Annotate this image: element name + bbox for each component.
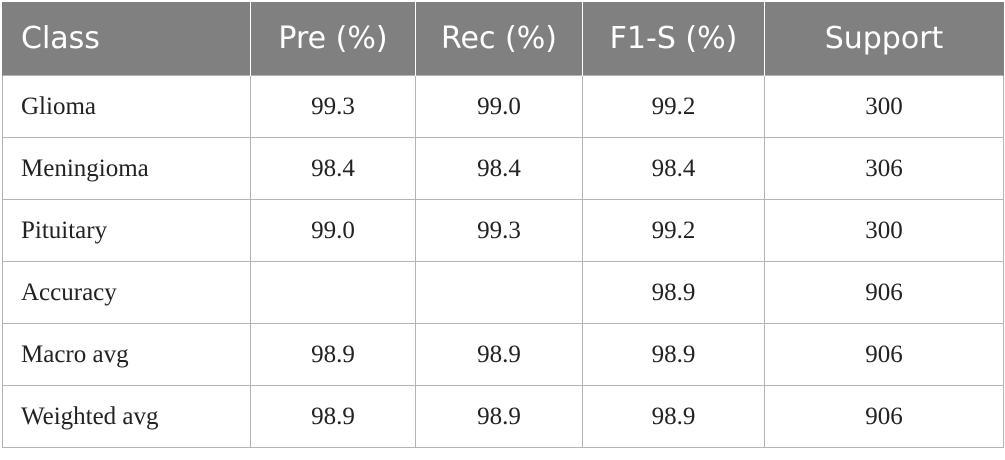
table-row: Accuracy 98.9 906 xyxy=(2,261,1004,324)
header-support: Support xyxy=(764,2,1004,76)
table-body: Glioma 99.3 99.0 99.2 300 Meningioma 98.… xyxy=(2,75,1004,448)
cell-class: Weighted avg xyxy=(2,385,251,448)
cell-recall: 99.0 xyxy=(415,75,583,138)
cell-f1-score: 99.2 xyxy=(582,199,765,262)
cell-support: 306 xyxy=(764,137,1004,200)
cell-recall: 99.3 xyxy=(415,199,583,262)
cell-precision: 98.9 xyxy=(250,385,416,448)
header-row: Class Pre (%) Rec (%) F1-S (%) Support xyxy=(2,2,1004,76)
cell-precision: 98.4 xyxy=(250,137,416,200)
header-class: Class xyxy=(2,2,251,76)
results-table-container: Class Pre (%) Rec (%) F1-S (%) Support G… xyxy=(2,2,1004,448)
cell-support: 906 xyxy=(764,261,1004,324)
cell-f1-score: 99.2 xyxy=(582,75,765,138)
cell-support: 300 xyxy=(764,75,1004,138)
table-row: Macro avg 98.9 98.9 98.9 906 xyxy=(2,323,1004,386)
cell-f1-score: 98.9 xyxy=(582,323,765,386)
cell-recall xyxy=(415,261,583,324)
header-precision: Pre (%) xyxy=(250,2,416,76)
cell-class: Macro avg xyxy=(2,323,251,386)
cell-support: 906 xyxy=(764,323,1004,386)
table-row: Glioma 99.3 99.0 99.2 300 xyxy=(2,75,1004,138)
classification-report-table: Class Pre (%) Rec (%) F1-S (%) Support G… xyxy=(2,2,1004,448)
cell-precision: 99.3 xyxy=(250,75,416,138)
cell-recall: 98.9 xyxy=(415,323,583,386)
cell-class: Glioma xyxy=(2,75,251,138)
cell-precision xyxy=(250,261,416,324)
header-f1-score: F1-S (%) xyxy=(582,2,765,76)
cell-recall: 98.4 xyxy=(415,137,583,200)
cell-class: Pituitary xyxy=(2,199,251,262)
cell-precision: 98.9 xyxy=(250,323,416,386)
cell-f1-score: 98.4 xyxy=(582,137,765,200)
cell-precision: 99.0 xyxy=(250,199,416,262)
table-row: Pituitary 99.0 99.3 99.2 300 xyxy=(2,199,1004,262)
header-recall: Rec (%) xyxy=(415,2,583,76)
cell-class: Accuracy xyxy=(2,261,251,324)
table-header: Class Pre (%) Rec (%) F1-S (%) Support xyxy=(2,2,1004,76)
cell-support: 906 xyxy=(764,385,1004,448)
cell-f1-score: 98.9 xyxy=(582,261,765,324)
cell-class: Meningioma xyxy=(2,137,251,200)
cell-recall: 98.9 xyxy=(415,385,583,448)
cell-support: 300 xyxy=(764,199,1004,262)
table-row: Meningioma 98.4 98.4 98.4 306 xyxy=(2,137,1004,200)
table-row: Weighted avg 98.9 98.9 98.9 906 xyxy=(2,385,1004,448)
cell-f1-score: 98.9 xyxy=(582,385,765,448)
